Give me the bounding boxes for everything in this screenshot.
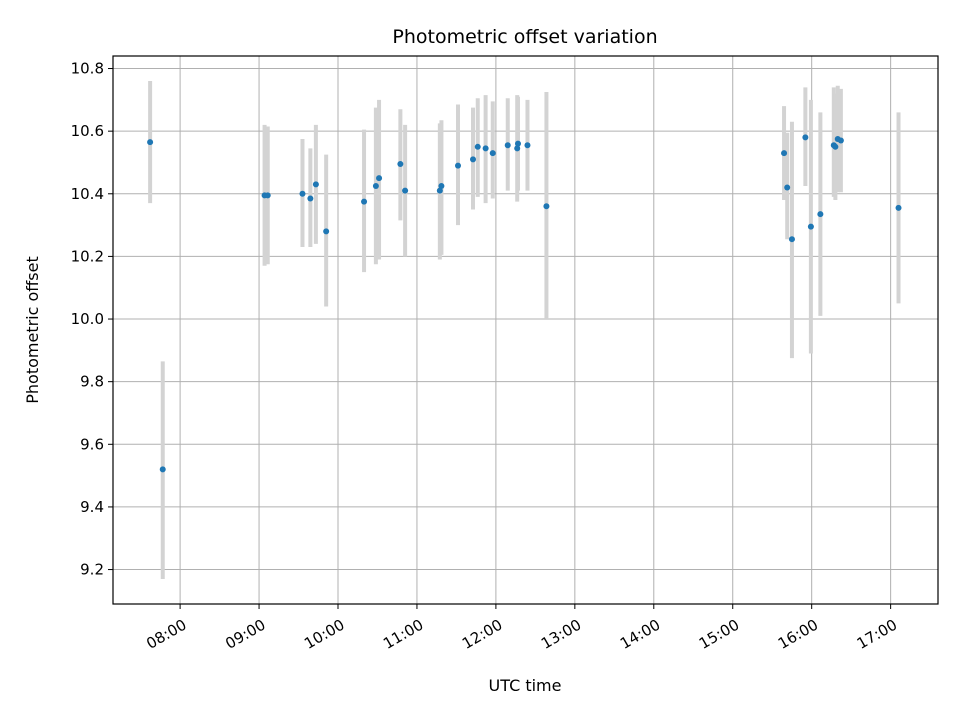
data-point (784, 184, 791, 191)
data-point (817, 211, 824, 218)
y-tick-label: 9.2 (80, 561, 104, 579)
data-point (807, 223, 814, 230)
data-point (524, 142, 531, 149)
data-point (504, 142, 511, 149)
data-point (515, 140, 521, 147)
data-point (397, 161, 404, 168)
y-tick-label: 10.0 (71, 310, 104, 328)
plot-frame (112, 55, 939, 605)
data-point (312, 181, 319, 188)
data-point (470, 156, 476, 163)
data-point (455, 162, 461, 169)
data-point (436, 187, 443, 194)
data-point (323, 228, 330, 235)
data-point (489, 150, 496, 157)
y-tick-label: 10.8 (71, 60, 104, 78)
y-tick-label: 9.8 (80, 373, 104, 391)
data-point (147, 139, 154, 146)
y-tick-label: 10.4 (71, 185, 104, 203)
data-point (543, 203, 550, 210)
y-tick-label: 9.6 (80, 435, 104, 453)
data-point (438, 182, 445, 189)
y-axis-ticks: 9.2 9.4 9.6 9.8 10.0 10.2 10.4 10.6 10.8 (71, 60, 113, 579)
data-point (788, 236, 795, 243)
y-tick-label: 10.2 (71, 247, 104, 265)
data-point (837, 137, 844, 144)
data-point (307, 195, 314, 202)
data-point (895, 204, 902, 211)
data-point (402, 187, 409, 194)
chart-title: Photometric offset variation (392, 26, 657, 48)
y-axis-title: Photometric offset (23, 256, 42, 404)
data-point (482, 145, 489, 152)
y-tick-label: 10.6 (71, 122, 104, 140)
data-point (159, 466, 166, 473)
data-points (147, 134, 902, 473)
data-point (299, 190, 306, 197)
data-point (514, 145, 521, 152)
data-point (264, 192, 271, 199)
data-point (781, 150, 788, 157)
data-point (832, 143, 839, 150)
data-point (361, 198, 368, 205)
data-point (474, 143, 481, 150)
x-axis-title: UTC time (489, 676, 562, 695)
data-point (802, 134, 809, 141)
data-point (376, 175, 383, 182)
data-point (372, 182, 379, 189)
y-tick-label: 9.4 (80, 498, 104, 516)
